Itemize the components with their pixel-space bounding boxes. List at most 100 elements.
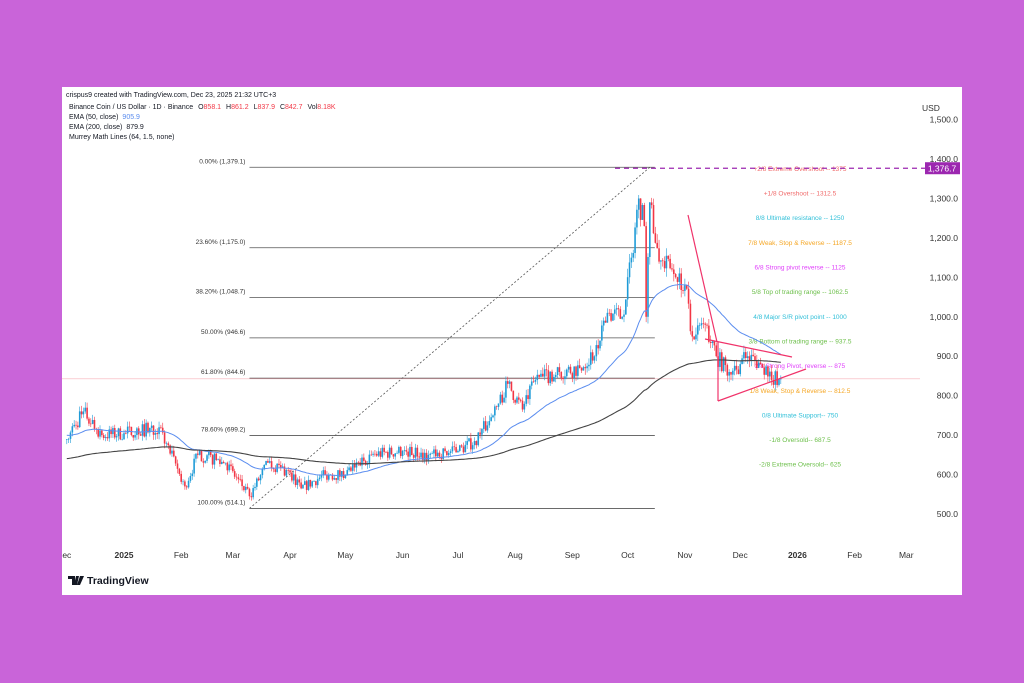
candle xyxy=(458,445,461,451)
candle xyxy=(586,366,588,369)
candle xyxy=(575,366,577,376)
candle xyxy=(709,341,712,344)
ema50-legend[interactable]: EMA (50, close) 905.9 xyxy=(69,114,140,121)
candle xyxy=(564,376,566,380)
candle xyxy=(361,457,363,466)
y-tick-label: 600.0 xyxy=(937,470,959,480)
candle xyxy=(71,426,74,433)
candle xyxy=(363,457,365,461)
tradingview-logo: TradingView xyxy=(68,575,149,587)
candle xyxy=(134,435,136,438)
candle xyxy=(150,425,153,428)
candle xyxy=(656,242,659,249)
candle xyxy=(158,427,160,435)
candle xyxy=(152,425,155,435)
candle xyxy=(505,381,507,398)
downtrend-line xyxy=(687,214,718,343)
candle xyxy=(237,477,240,480)
candle xyxy=(206,455,208,461)
candle xyxy=(353,464,356,468)
candle xyxy=(497,403,500,407)
candle xyxy=(102,435,105,438)
fib-level-label: 0.00% (1,379.1) xyxy=(199,158,245,165)
candle xyxy=(180,473,182,482)
candle xyxy=(680,273,682,291)
candle xyxy=(761,364,764,368)
candle xyxy=(208,451,210,456)
candle xyxy=(388,447,391,458)
candle xyxy=(663,261,666,269)
candle xyxy=(558,367,561,373)
candle xyxy=(573,366,575,378)
murrey-legend[interactable]: Murrey Math Lines (64, 1.5, none) xyxy=(69,134,174,141)
candle xyxy=(268,461,271,463)
candle xyxy=(726,365,729,376)
ema200-legend[interactable]: EMA (200, close) 879.9 xyxy=(69,124,144,131)
candle xyxy=(641,205,644,220)
murrey-level-label: 7/8 Weak, Stop & Reverse -- 1187.5 xyxy=(748,240,852,247)
candle xyxy=(521,400,524,410)
candle xyxy=(460,445,463,447)
candle xyxy=(499,394,502,404)
candle xyxy=(283,466,286,476)
candle xyxy=(462,446,465,453)
candle xyxy=(571,373,574,378)
candle xyxy=(735,365,738,370)
candle xyxy=(776,371,778,385)
candle xyxy=(163,432,166,444)
candle xyxy=(667,255,670,259)
svg-text:TradingView: TradingView xyxy=(87,575,149,587)
candle xyxy=(748,356,751,361)
candle xyxy=(567,366,570,370)
candle xyxy=(580,368,583,371)
candle xyxy=(593,356,596,361)
candle xyxy=(626,277,629,300)
fib-level-label: 78.60% (699.2) xyxy=(201,426,245,433)
candle xyxy=(350,467,352,471)
candle xyxy=(154,433,157,435)
candle xyxy=(123,433,125,440)
candle xyxy=(492,415,494,418)
x-tick-label: 2025 xyxy=(115,550,134,560)
candle xyxy=(318,477,321,480)
candle xyxy=(309,479,312,487)
candle xyxy=(689,303,692,332)
candle xyxy=(746,356,749,358)
candle xyxy=(108,429,111,439)
candle xyxy=(259,475,262,481)
candle xyxy=(566,369,568,377)
candle xyxy=(763,367,766,375)
candle xyxy=(86,407,88,419)
candle xyxy=(518,397,520,400)
candle xyxy=(772,379,775,385)
candle xyxy=(77,425,79,428)
candle xyxy=(481,428,483,435)
candle xyxy=(519,399,522,401)
candle xyxy=(252,488,254,498)
x-tick-label: ec xyxy=(62,550,72,560)
murrey-level-label: 0/8 Ultimate Support-- 750 xyxy=(762,412,839,419)
murrey-level-label: 8/8 Ultimate resistance -- 1250 xyxy=(756,215,845,222)
candle xyxy=(232,466,234,472)
candle xyxy=(650,202,653,206)
candle xyxy=(444,448,446,452)
candle xyxy=(156,433,159,435)
candle xyxy=(75,424,77,426)
candle xyxy=(601,325,603,341)
candle xyxy=(429,453,432,455)
candle xyxy=(438,452,441,457)
candle xyxy=(482,421,485,429)
candle xyxy=(78,411,81,428)
murrey-level-label: 6/8 Strong pivot reverse -- 1125 xyxy=(755,265,846,272)
candle xyxy=(381,447,384,457)
candle xyxy=(171,450,173,454)
candle xyxy=(730,372,732,375)
candle xyxy=(174,456,177,464)
candle xyxy=(510,381,513,391)
candle xyxy=(311,481,313,487)
candle xyxy=(344,474,347,479)
candle xyxy=(732,370,734,375)
candle xyxy=(226,462,229,471)
candle xyxy=(673,269,675,275)
